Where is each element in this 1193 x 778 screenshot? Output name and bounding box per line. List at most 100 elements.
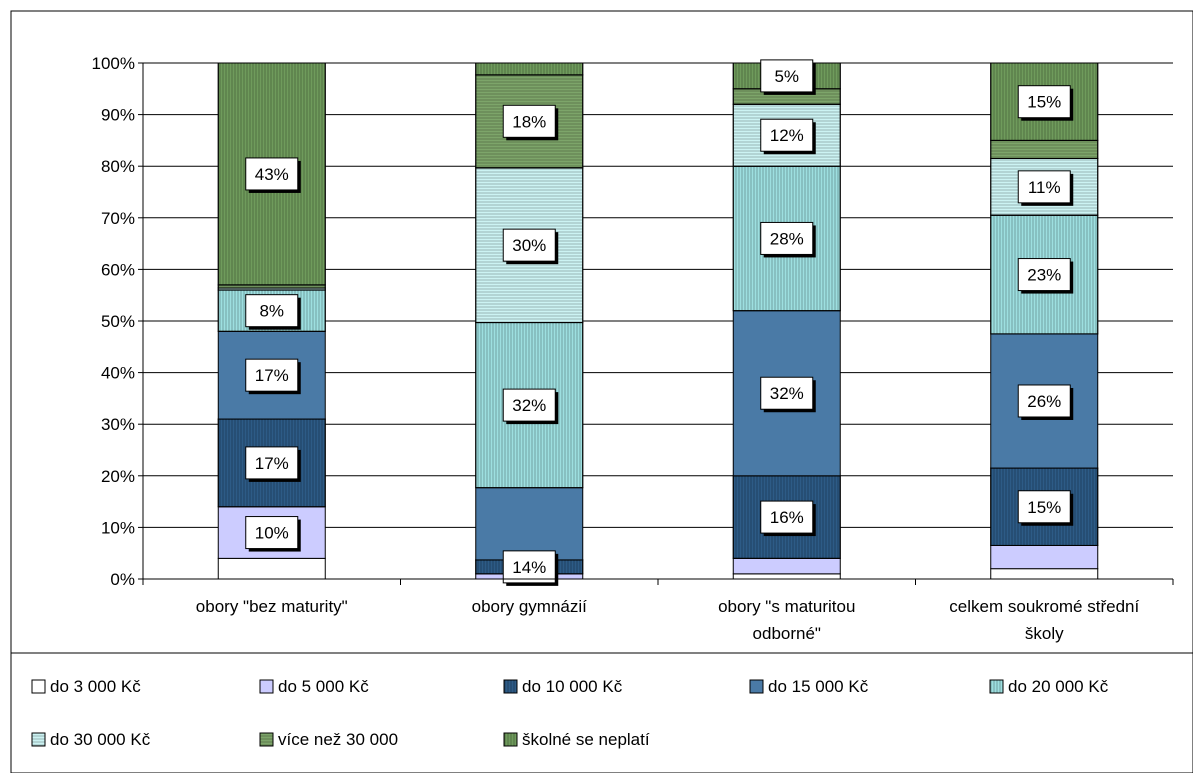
legend: do 3 000 Kč do 5 000 Kč do 10 000 Kč do 15 … bbox=[10, 652, 1193, 774]
legend-label: do 15 000 Kč bbox=[768, 677, 869, 696]
data-label-text: 5% bbox=[774, 67, 799, 86]
data-label: 17% bbox=[245, 358, 301, 395]
legend-swatch-hatch bbox=[31, 732, 46, 747]
legend-item: do 30 000 Kč bbox=[31, 730, 151, 749]
bar-segment bbox=[990, 568, 1099, 580]
legend-swatch bbox=[31, 679, 46, 694]
legend-label: více než 30 000 bbox=[278, 730, 398, 749]
x-tick-label: obory "bez maturity" bbox=[196, 597, 348, 616]
data-label: 26% bbox=[1017, 384, 1074, 420]
data-label-text: 16% bbox=[770, 508, 804, 527]
y-tick-label: 30% bbox=[101, 415, 135, 434]
y-tick-label: 40% bbox=[101, 364, 135, 383]
data-label: 15% bbox=[1017, 85, 1074, 121]
data-labels: 10% 17% 17% 8% 43% 14% 32% 30% 18% 16% 32% 28% 12% 5%… bbox=[245, 59, 1074, 586]
data-label-text: 32% bbox=[770, 384, 804, 403]
data-label: 30% bbox=[502, 228, 559, 265]
data-label-text: 11% bbox=[1028, 178, 1061, 197]
data-label-text: 18% bbox=[512, 112, 546, 131]
legend-swatch-hatch bbox=[989, 679, 1004, 694]
y-tick-label: 90% bbox=[101, 106, 135, 125]
legend-frame bbox=[10, 652, 1193, 774]
legend-item: do 20 000 Kč bbox=[989, 677, 1109, 696]
y-tick-label: 20% bbox=[101, 467, 135, 486]
legend-label: školné se neplatí bbox=[522, 730, 650, 749]
data-label-box bbox=[1017, 490, 1071, 524]
y-tick-label: 70% bbox=[101, 209, 135, 228]
data-label-box bbox=[1017, 85, 1071, 119]
data-label-box bbox=[760, 59, 814, 93]
x-tick-label: obory gymnázií bbox=[472, 597, 588, 616]
data-label-box bbox=[502, 228, 556, 262]
x-tick-label: obory "s maturitou bbox=[718, 597, 855, 616]
data-label: 43% bbox=[245, 157, 301, 193]
data-label-box bbox=[1017, 170, 1071, 204]
data-label: 16% bbox=[760, 500, 816, 537]
data-label: 17% bbox=[245, 446, 301, 482]
bar-segment-hatch bbox=[990, 139, 1099, 159]
data-label-text: 23% bbox=[1027, 266, 1061, 285]
data-label-box bbox=[502, 388, 556, 422]
y-tick-label: 10% bbox=[101, 518, 135, 537]
data-label: 8% bbox=[245, 294, 301, 330]
bar-segment-hatch bbox=[475, 62, 584, 76]
x-tick-label: školy bbox=[1025, 624, 1064, 643]
y-tick-label: 50% bbox=[101, 312, 135, 331]
data-label: 32% bbox=[502, 388, 559, 425]
bar-segment bbox=[732, 573, 841, 580]
y-tick-label: 80% bbox=[101, 157, 135, 176]
data-label-box bbox=[502, 550, 556, 584]
legend-label: do 20 000 Kč bbox=[1008, 677, 1109, 696]
data-label: 15% bbox=[1017, 490, 1074, 526]
data-label-text: 28% bbox=[770, 229, 804, 248]
data-label-text: 8% bbox=[259, 302, 284, 321]
data-label: 10% bbox=[245, 516, 301, 552]
legend-item: do 3 000 Kč bbox=[31, 677, 141, 696]
legend-swatch bbox=[259, 679, 274, 694]
data-label-box bbox=[245, 446, 299, 480]
data-label-box bbox=[760, 118, 814, 152]
legend-item: do 10 000 Kč bbox=[503, 677, 623, 696]
legend-swatch-hatch bbox=[503, 732, 518, 747]
axes: 0% 10% 20% 30% 40% 50% 60% 70% 80% 90% 100% obory "… bbox=[92, 54, 1174, 643]
data-label-box bbox=[1017, 258, 1071, 292]
bar-segment bbox=[475, 487, 584, 561]
bar-segment bbox=[217, 557, 326, 580]
legend-swatch-hatch bbox=[259, 732, 274, 747]
x-tick-label: odborné" bbox=[753, 624, 821, 643]
legend-item: do 5 000 Kč bbox=[259, 677, 369, 696]
data-label-box bbox=[760, 221, 814, 255]
bar-segment bbox=[990, 544, 1099, 570]
data-label: 11% bbox=[1017, 170, 1074, 206]
data-label-text: 43% bbox=[255, 165, 289, 184]
data-label: 32% bbox=[760, 376, 816, 413]
data-label: 23% bbox=[1017, 258, 1074, 294]
data-label-box bbox=[1017, 384, 1071, 418]
legend-label: do 3 000 Kč bbox=[50, 677, 141, 696]
data-label-box bbox=[245, 358, 299, 392]
data-label: 14% bbox=[502, 550, 559, 586]
data-label-box bbox=[502, 104, 556, 138]
x-tick-label: celkem soukromé střední bbox=[949, 597, 1139, 616]
data-label-text: 15% bbox=[1027, 498, 1061, 517]
data-label-box bbox=[245, 294, 299, 328]
data-label: 12% bbox=[760, 118, 816, 155]
data-label-text: 32% bbox=[512, 396, 546, 415]
data-label: 5% bbox=[760, 59, 816, 95]
legend-label: do 10 000 Kč bbox=[522, 677, 623, 696]
legend-label: do 5 000 Kč bbox=[278, 677, 369, 696]
y-tick-label: 0% bbox=[110, 570, 135, 589]
data-label-text: 17% bbox=[255, 366, 289, 385]
data-label: 18% bbox=[502, 104, 559, 141]
legend-label: do 30 000 Kč bbox=[50, 730, 151, 749]
legend-item: školné se neplatí bbox=[503, 730, 650, 749]
legend-item: do 15 000 Kč bbox=[749, 677, 869, 696]
data-label-text: 14% bbox=[512, 558, 546, 577]
data-label-box bbox=[245, 516, 299, 550]
data-label-box bbox=[760, 376, 814, 410]
data-label-text: 15% bbox=[1027, 93, 1061, 112]
data-label-text: 12% bbox=[770, 126, 804, 145]
data-label-box bbox=[245, 157, 299, 191]
